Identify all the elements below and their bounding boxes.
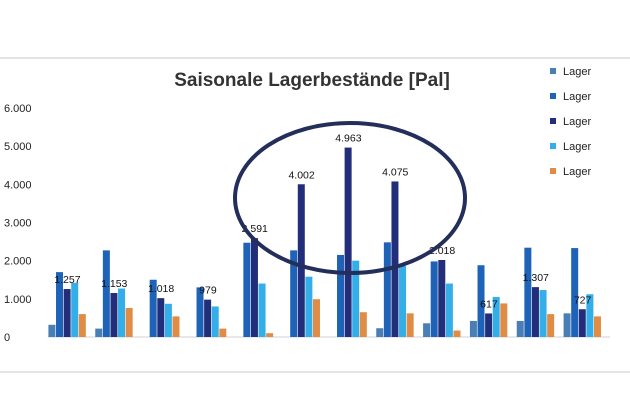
bar <box>469 320 477 337</box>
bar <box>211 306 219 337</box>
legend-label: Lager <box>563 116 591 128</box>
bar <box>110 292 118 337</box>
bar <box>547 314 555 337</box>
highlight-ellipse <box>233 121 467 275</box>
bar <box>297 184 305 337</box>
bar <box>157 298 165 337</box>
bar <box>56 272 64 337</box>
bar <box>516 320 524 337</box>
y-tick-label: 2.000 <box>4 256 32 268</box>
data-labels: 1.257 1.153 1.018 9792.5914.0024.9634.0752.… <box>54 133 591 311</box>
legend-swatch <box>550 168 556 174</box>
bar <box>531 287 539 337</box>
bar <box>266 333 274 337</box>
y-tick-label: 4.000 <box>4 179 32 191</box>
data-label: 1.257 <box>54 274 80 286</box>
bar <box>578 309 586 337</box>
bar <box>430 261 438 337</box>
y-tick-label: 1.000 <box>4 294 32 306</box>
bar <box>359 312 367 337</box>
y-tick-label: 5.000 <box>4 141 32 153</box>
bar <box>204 299 212 337</box>
bar <box>344 147 352 337</box>
y-tick-label: 0 <box>4 332 10 344</box>
bar <box>406 313 414 337</box>
bar <box>48 324 56 337</box>
bar <box>423 323 431 337</box>
chart-title: Saisonale Lagerbestände [Pal] <box>174 70 450 91</box>
bar <box>399 266 407 337</box>
legend-swatch <box>550 118 556 124</box>
bar <box>453 330 461 337</box>
bar <box>485 313 493 337</box>
bar <box>164 303 172 337</box>
legend-label: Lager <box>563 66 591 78</box>
bar <box>352 260 360 337</box>
bar <box>71 282 79 337</box>
bar <box>243 242 251 337</box>
bar <box>383 242 391 337</box>
legend-swatch <box>550 143 556 149</box>
bar <box>95 328 103 337</box>
y-tick-label: 3.000 <box>4 218 32 230</box>
bar <box>563 313 571 337</box>
bar <box>438 259 446 337</box>
bar <box>258 283 266 337</box>
data-label: 4.963 <box>335 133 361 145</box>
bar <box>571 248 579 337</box>
bar <box>305 276 313 337</box>
data-label: 4.002 <box>288 169 314 181</box>
bar <box>196 287 204 337</box>
data-label: 1.307 <box>523 272 549 284</box>
legend-label: Lager <box>563 91 591 103</box>
bar <box>524 247 532 337</box>
bar <box>125 307 133 337</box>
bar <box>477 265 485 337</box>
bar <box>118 288 126 337</box>
data-label: 727 <box>574 294 592 306</box>
bar <box>586 294 594 337</box>
bars <box>48 147 601 337</box>
bar <box>376 328 384 337</box>
bar <box>172 316 180 337</box>
bar <box>63 289 71 337</box>
bar <box>445 283 453 337</box>
bar <box>102 250 110 337</box>
legend: Lager Lager Lager Lager Lager <box>550 66 591 178</box>
bar <box>290 250 298 337</box>
legend-label: Lager <box>563 166 591 178</box>
y-axis: 0 1.000 2.000 3.000 4.000 5.000 6.000 <box>4 103 610 344</box>
bar <box>539 290 547 337</box>
bar <box>593 316 601 337</box>
legend-label: Lager <box>563 141 591 153</box>
bar <box>250 238 258 337</box>
data-label: 979 <box>199 285 217 297</box>
bar <box>78 314 86 337</box>
bar <box>500 303 508 337</box>
bar <box>312 299 320 337</box>
data-label: 1.153 <box>101 278 127 290</box>
bar <box>391 181 399 337</box>
data-label: 617 <box>480 298 498 310</box>
bar <box>149 279 157 337</box>
data-label: 1.018 <box>148 283 174 295</box>
bar <box>219 328 227 337</box>
bar <box>492 296 500 337</box>
y-tick-label: 6.000 <box>4 103 32 115</box>
legend-swatch <box>550 68 556 74</box>
legend-swatch <box>550 93 556 99</box>
data-label: 4.075 <box>382 166 408 178</box>
bar <box>337 254 345 337</box>
